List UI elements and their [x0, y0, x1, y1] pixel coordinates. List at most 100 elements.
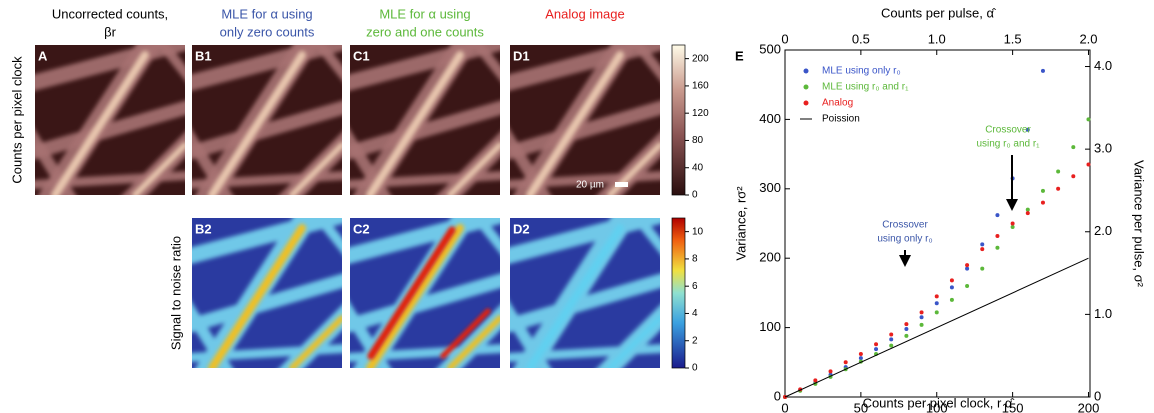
data-point [1041, 201, 1045, 205]
y-tick-label: 400 [759, 111, 781, 126]
panel-title: Analog image [545, 6, 625, 21]
x-axis-label: Counts per pixel clock, r α̂ [863, 395, 1016, 410]
data-point [1056, 187, 1060, 191]
row-label: Counts per pixel clock [9, 56, 24, 184]
data-point [1026, 208, 1030, 212]
panel-letter: D2 [513, 221, 530, 236]
data-point [874, 342, 878, 346]
data-point [980, 242, 984, 246]
data-point [844, 360, 848, 364]
panel-letter: C1 [353, 48, 370, 63]
colorbar-tick-label: 4 [692, 308, 698, 319]
data-point [904, 322, 908, 326]
panel-letter: E [735, 48, 744, 63]
data-point [889, 337, 893, 341]
x2-tick-label: 2.0 [1079, 31, 1097, 46]
y-tick-label: 0 [774, 388, 781, 403]
legend-label: Poission [822, 114, 860, 125]
x2-axis-label: Counts per pulse, α̂ [881, 5, 997, 20]
colorbar-tick-label: 120 [692, 108, 709, 119]
data-point [1086, 117, 1090, 121]
y2-tick-label: 1.0 [1094, 306, 1112, 321]
panel-letter: C2 [353, 221, 370, 236]
x2-tick-label: 0.5 [852, 31, 870, 46]
row-label: Signal to noise ratio [168, 236, 183, 350]
colorbar-tick-label: 160 [692, 81, 709, 92]
colorbar-tick-label: 6 [692, 281, 698, 292]
data-point [859, 356, 863, 360]
panel-letter: A [38, 48, 48, 63]
colorbar-tick-label: 2 [692, 335, 698, 346]
legend-swatch [804, 85, 809, 90]
chart-e: E05010015020000.51.01.52.001002003004005… [733, 5, 1146, 413]
data-point [1071, 174, 1075, 178]
colorbar-tick-label: 80 [692, 135, 704, 146]
data-point [950, 285, 954, 289]
data-point [1041, 69, 1045, 73]
data-point [980, 247, 984, 251]
series-line [785, 258, 1088, 397]
colorbar-tick-label: 200 [692, 53, 709, 64]
data-point [813, 378, 817, 382]
data-point [935, 301, 939, 305]
panel-title: MLE for α using [221, 6, 312, 21]
data-point [920, 323, 924, 327]
data-point [950, 278, 954, 282]
y2-tick-label: 0 [1094, 388, 1101, 403]
annotation-arrowhead [1006, 199, 1018, 211]
data-point [995, 246, 999, 250]
data-point [920, 310, 924, 314]
image-panel [25, 35, 195, 205]
colorbar-tick-label: 0 [692, 363, 698, 374]
y2-tick-label: 4.0 [1094, 58, 1112, 73]
data-point [1056, 169, 1060, 173]
scale-bar-label: 20 µm [576, 180, 604, 191]
colorbar [672, 45, 685, 195]
data-point [965, 263, 969, 267]
data-point [980, 267, 984, 271]
data-point [904, 327, 908, 331]
data-point [995, 213, 999, 217]
colorbar [672, 218, 685, 368]
data-point [965, 284, 969, 288]
data-point [1086, 163, 1090, 167]
data-point [889, 333, 893, 337]
data-point [1041, 189, 1045, 193]
data-point [874, 347, 878, 351]
annotation: Crossover [882, 220, 928, 231]
data-point [1011, 225, 1015, 229]
legend-label: MLE using only r₀ [822, 66, 901, 77]
data-point [1026, 211, 1030, 215]
panel-letter: D1 [513, 48, 530, 63]
annotation: using r₀ and r₁ [976, 139, 1040, 150]
figure: Uncorrected counts,βrMLE for α usingonly… [0, 0, 1154, 413]
panel-title: Uncorrected counts, [52, 6, 168, 21]
data-point [859, 352, 863, 356]
annotation: using only r₀ [877, 234, 932, 245]
panel-title: MLE for α using [379, 6, 470, 21]
legend-swatch [804, 101, 809, 106]
y2-tick-label: 2.0 [1094, 223, 1112, 238]
annotation: Crossover [985, 125, 1031, 136]
panel-title: only zero counts [220, 24, 315, 39]
data-point [965, 267, 969, 271]
y-tick-label: 100 [759, 319, 781, 334]
data-point [1071, 145, 1075, 149]
colorbar-tick-label: 0 [692, 190, 698, 201]
data-point [1011, 222, 1015, 226]
data-point [935, 310, 939, 314]
annotation-arrowhead [899, 255, 911, 267]
colorbar-tick-label: 8 [692, 254, 698, 265]
data-point [935, 294, 939, 298]
panel-letter: B1 [195, 48, 212, 63]
x2-tick-label: 0 [781, 31, 788, 46]
data-point [920, 315, 924, 319]
y-tick-label: 300 [759, 180, 781, 195]
y-tick-label: 200 [759, 250, 781, 265]
scale-bar [615, 182, 628, 187]
data-point [904, 334, 908, 338]
legend-label: MLE using r₀ and r₁ [822, 82, 909, 93]
colorbar-tick-label: 40 [692, 162, 704, 173]
y2-axis-label: Variance per pulse, σ² [1132, 160, 1147, 288]
panel-title: zero and one counts [366, 24, 484, 39]
